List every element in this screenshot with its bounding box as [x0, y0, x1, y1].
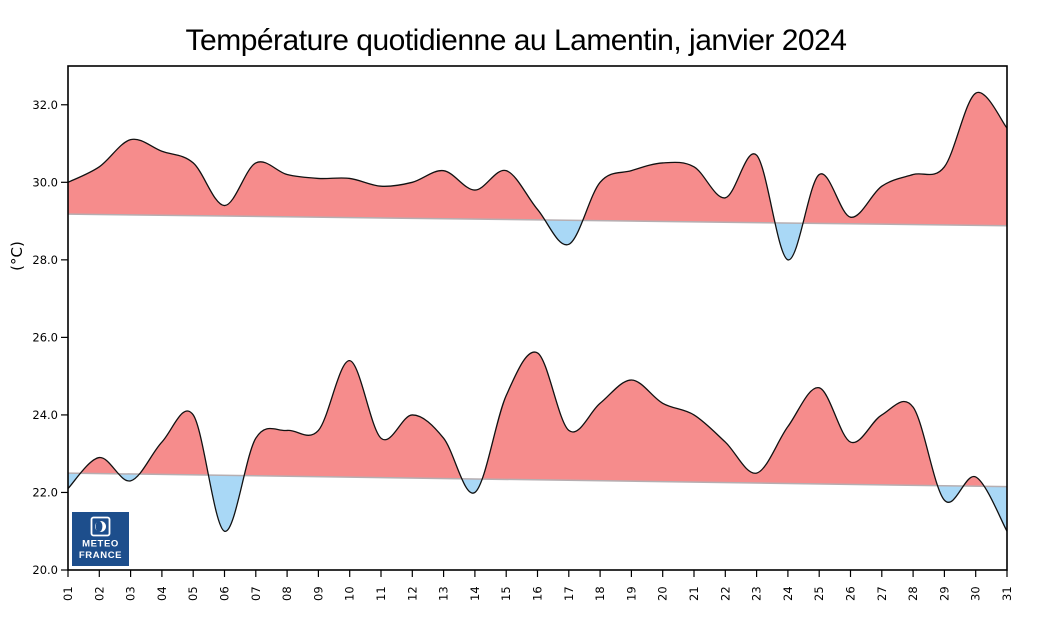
x-tick-label: 12 [405, 586, 419, 601]
x-tick-label: 22 [718, 586, 732, 601]
x-tick-label: 03 [124, 586, 138, 601]
normale-max-line [67, 213, 1008, 227]
x-tick-label: 13 [437, 586, 451, 601]
x-tick-label: 15 [499, 586, 513, 601]
x-tick-label: 23 [750, 586, 764, 601]
y-tick-label: 20.0 [32, 563, 58, 577]
logo-text-line2: FRANCE [79, 550, 122, 561]
temperature-min-curve [67, 351, 1008, 532]
x-tick-label: 10 [343, 586, 357, 601]
x-tick-label: 04 [155, 586, 169, 601]
y-tick-label: 24.0 [32, 408, 58, 422]
x-tick-label: 16 [531, 586, 545, 601]
chart-title: Température quotidienne au Lamentin, jan… [186, 24, 847, 57]
x-tick-label: 25 [812, 586, 826, 601]
x-tick-label: 20 [656, 586, 670, 601]
x-tick-label: 09 [311, 586, 325, 601]
x-tick-label: 05 [186, 586, 200, 601]
x-tick-label: 06 [218, 586, 232, 601]
y-tick-label: 32.0 [32, 98, 58, 112]
y-tick-label: 26.0 [32, 330, 58, 344]
x-tick-label: 30 [969, 586, 983, 601]
x-tick-label: 18 [593, 586, 607, 601]
y-tick-label: 22.0 [32, 485, 58, 499]
temperature-max-area-above-normal [68, 92, 1007, 226]
x-tick-label: 24 [781, 586, 795, 601]
x-tick-label: 14 [468, 586, 482, 601]
y-tick-label: 30.0 [32, 175, 58, 189]
x-tick-label: 02 [92, 586, 106, 601]
sun-moon-icon [90, 516, 111, 537]
y-axis-label: (°C) [8, 241, 26, 271]
x-tick-label: 01 [61, 586, 75, 601]
logo-text-line1: METEO [82, 539, 119, 550]
x-tick-label: 21 [687, 586, 701, 601]
x-tick-label: 29 [937, 586, 951, 601]
plot-area: 20.0 22.0 24.0 26.0 28.0 30.0 32.0 01 02 03 04 05 06… [32, 65, 1014, 601]
y-tick-label: 28.0 [32, 253, 58, 267]
x-tick-label: 28 [906, 586, 920, 601]
x-tick-label: 26 [844, 586, 858, 601]
temperature-min-area-above-normal [68, 352, 1007, 487]
x-tick-label: 07 [249, 586, 263, 601]
normale-min-line [67, 472, 1008, 488]
x-tick-label: 08 [280, 586, 294, 601]
x-tick-label: 11 [374, 586, 388, 601]
x-tick-label: 17 [562, 586, 576, 601]
temperature-max-area-below-normal [68, 214, 1007, 260]
x-tick-label: 31 [1000, 586, 1014, 601]
x-tick-label: 27 [875, 586, 889, 601]
plot-frame [67, 65, 1008, 571]
meteo-france-logo: METEO FRANCE [72, 512, 129, 566]
temperature-max-curve [67, 91, 1008, 261]
x-tick-label: 19 [624, 586, 638, 601]
